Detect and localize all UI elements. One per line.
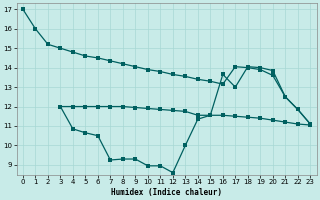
X-axis label: Humidex (Indice chaleur): Humidex (Indice chaleur) — [111, 188, 222, 197]
